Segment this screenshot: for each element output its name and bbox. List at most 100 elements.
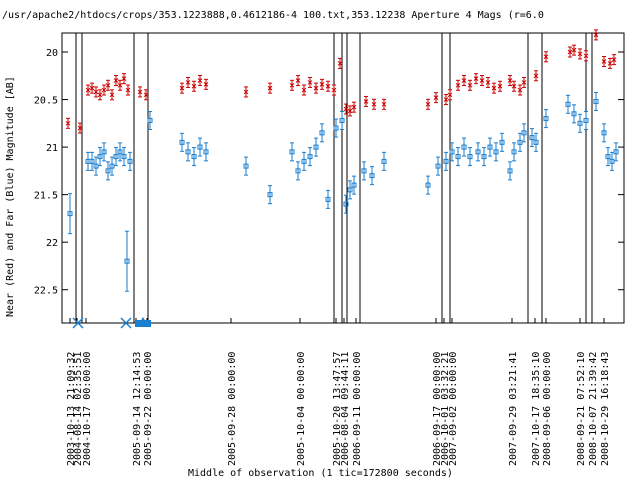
data-point [313,144,319,150]
data-point [443,158,449,164]
data-point [203,149,209,155]
data-point [371,101,377,107]
data-point [267,192,273,198]
data-point [609,158,615,164]
data-point [583,117,589,123]
data-point [467,154,473,160]
x-tick-label: 2004-08-14 02:35:51 [73,352,84,466]
data-point [517,87,523,93]
data-point [425,182,431,188]
data-point [497,83,503,89]
data-point [435,163,441,169]
data-point [121,76,127,81]
data-point [179,85,185,91]
x-tick-label: 2007-10-17 18:35:10 [531,352,542,466]
data-point [449,149,455,155]
data-point [105,168,111,174]
x-tick-label: 2007-09-02 00:00:00 [448,352,459,466]
data-point [593,32,599,38]
data-point [85,87,91,93]
x-tick-label: 2006-08-04 09:44:11 [340,352,351,466]
limit-markers [72,317,151,329]
limit-marker [135,320,151,327]
data-point [333,125,339,131]
data-point [89,85,95,91]
data-point [179,139,185,145]
data-point [347,187,353,193]
data-point [425,101,431,107]
data-point [381,101,387,107]
data-point [381,158,387,164]
data-point [185,149,191,155]
data-point [203,81,209,87]
y-tick-label: 20.5 [34,96,58,107]
near-series [65,29,617,134]
x-tick-label: 2008-09-06 00:00:00 [542,352,553,466]
data-point [97,154,103,160]
limit-marker [72,317,84,329]
data-point [475,149,481,155]
data-point [529,135,535,141]
x-axis-label: Middle of observation (1 tic=172800 seco… [188,468,453,479]
x-tick-label: 2005-10-20 13:47:57 [332,352,343,466]
data-point [125,87,131,93]
x-tick-label: 2006-09-17 00:00:00 [432,352,443,466]
data-point [543,54,549,60]
data-point [301,158,307,164]
data-point [137,89,143,95]
data-point [611,57,617,62]
data-point [295,78,301,83]
data-point [443,97,449,102]
data-point [101,149,107,155]
chart-title: /usr/apache2/htdocs/crops/353.1223888,0.… [2,10,544,21]
data-point [117,149,123,155]
data-point [433,95,439,101]
data-point [493,149,499,155]
data-point [109,92,115,98]
data-point [127,158,133,164]
data-point [593,98,599,104]
data-point [583,53,589,59]
x-tick-label: 2006-10-01 03:32:21 [440,352,451,466]
x-tick-label: 2005-09-28 00:00:00 [227,352,238,466]
data-point [319,81,325,87]
data-point [113,78,119,83]
far-series [67,91,619,292]
y-tick-label: 22.5 [34,286,58,297]
data-point [601,59,607,64]
data-point [605,154,611,160]
x-tick-label: 2008-09-21 07:52:10 [576,352,587,466]
data-point [613,149,619,155]
data-point [351,182,357,188]
data-point [331,87,337,93]
data-point [307,154,313,160]
data-point [473,76,479,81]
data-point [461,144,467,150]
data-point [339,117,345,123]
data-point [517,139,523,145]
y-tick-label: 21.5 [34,191,58,202]
data-point [319,130,325,136]
data-point [113,154,119,160]
data-point [117,82,123,88]
y-axis-label: Near (Red) and Far (Blue) Magnitude [AB] [5,76,16,317]
data-point [499,139,505,145]
data-point [481,154,487,160]
data-point [521,130,527,136]
data-point [455,82,461,88]
data-point [121,154,127,160]
data-point [577,51,583,57]
data-point [197,144,203,150]
data-point [105,82,111,88]
data-point [101,87,107,93]
data-point [147,117,153,123]
x-tick-label: 2006-09-11 00:00:00 [352,352,363,466]
data-point [307,80,313,85]
data-point [295,168,301,174]
data-point [567,49,573,55]
data-point [351,104,357,110]
data-point [577,120,583,126]
data-point [243,163,249,169]
